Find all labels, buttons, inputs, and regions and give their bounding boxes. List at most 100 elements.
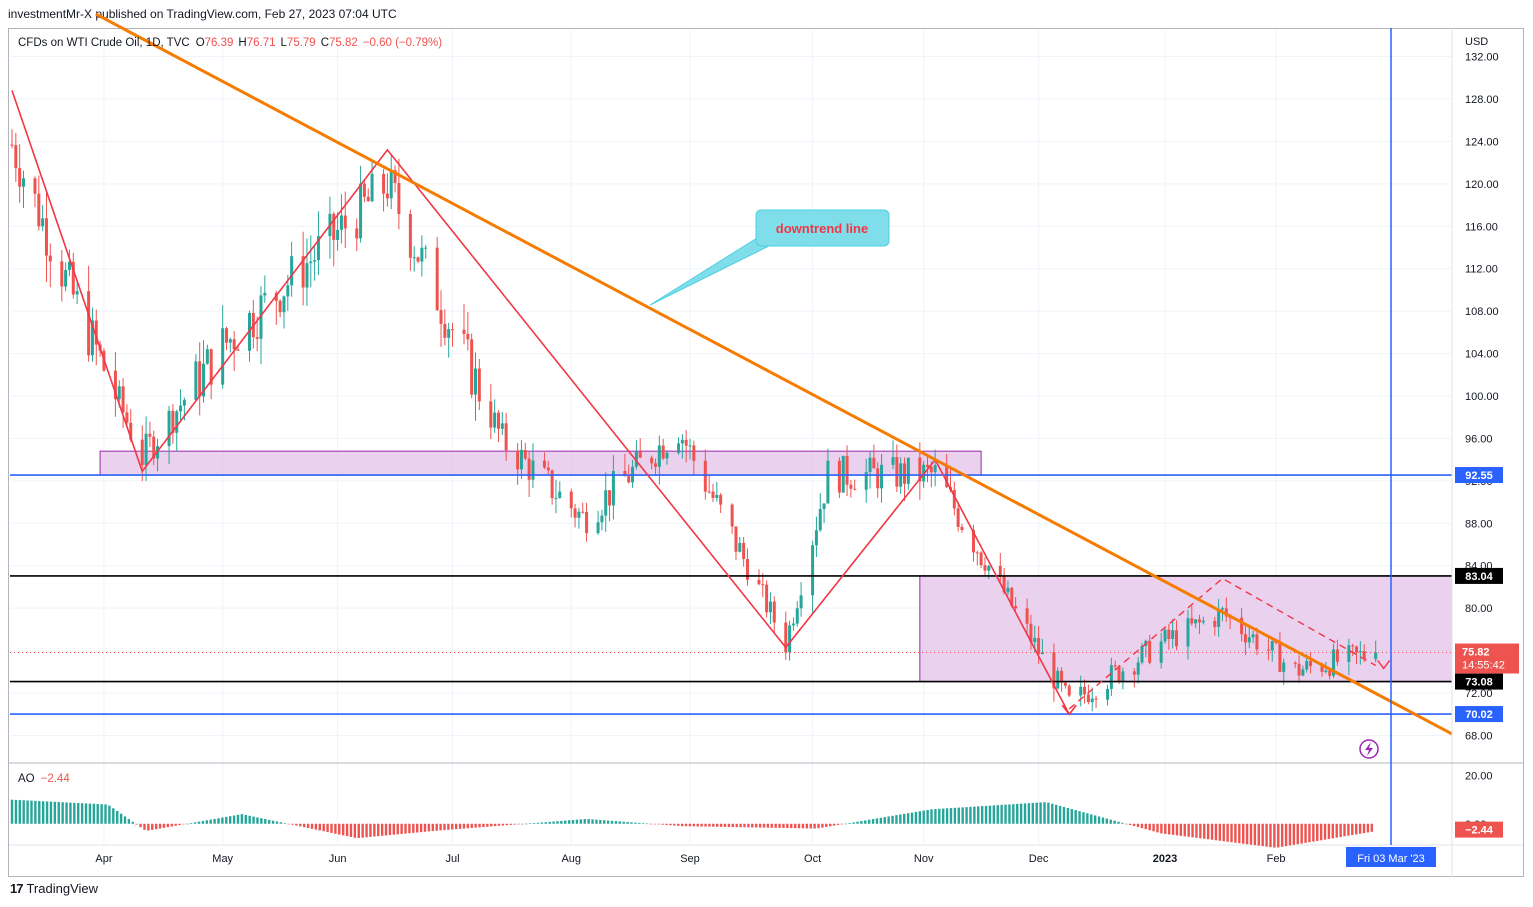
candle-body xyxy=(1083,686,1087,695)
candle-body xyxy=(692,445,696,461)
candle-body xyxy=(462,329,466,334)
candle-body xyxy=(470,339,474,395)
downtrend-line[interactable] xyxy=(95,12,1453,736)
horizontal-levels[interactable] xyxy=(10,474,1452,715)
ao-bar xyxy=(1117,821,1120,824)
candle-body xyxy=(1002,576,1006,593)
ao-bar xyxy=(1160,823,1163,834)
ao-bar xyxy=(914,811,918,824)
downtrend-callout[interactable]: downtrend line xyxy=(649,209,890,306)
chart-frame[interactable] xyxy=(8,28,1524,877)
candle-body xyxy=(1094,698,1098,700)
candle-body xyxy=(67,261,71,270)
ao-bar xyxy=(1004,804,1007,824)
candle-body xyxy=(872,457,876,469)
cursor-date-label: Fri 03 Mar '23 xyxy=(1357,853,1425,865)
ao-bar xyxy=(151,823,154,830)
candle-body xyxy=(439,310,443,324)
ao-legend[interactable]: AO −2.44 xyxy=(18,773,70,785)
ao-bar xyxy=(275,821,279,824)
ao-bar xyxy=(104,804,107,824)
support-zone-rect[interactable] xyxy=(99,450,982,476)
ao-bar xyxy=(1222,823,1225,842)
candle-body xyxy=(424,247,428,249)
ao-bar xyxy=(361,823,364,838)
candle-body xyxy=(734,526,738,552)
candle-body xyxy=(853,488,857,490)
ao-bar xyxy=(1308,823,1311,843)
candle-body xyxy=(677,443,681,453)
time-axis[interactable]: Apr May Jun Jul Aug Sep Oct Nov Dec 2023 Feb xyxy=(95,853,1285,865)
footer-brand[interactable]: 17 TradingView xyxy=(10,881,98,896)
ao-bar xyxy=(883,817,886,824)
ao-bar xyxy=(1132,823,1136,827)
projected-path[interactable] xyxy=(1068,577,1377,710)
ao-bar xyxy=(213,818,216,824)
ohlc-o-value: 76.39 xyxy=(205,37,234,49)
ao-bar xyxy=(708,823,711,827)
symbol-legend[interactable]: CFDs on WTI Crude Oil, 1D, TVC O76.39 H76.… xyxy=(18,37,442,49)
candle-body xyxy=(765,584,769,613)
ao-bar xyxy=(240,814,244,824)
price-label-70-box xyxy=(1455,706,1503,723)
candle-body xyxy=(1090,698,1094,703)
candle-body xyxy=(393,170,397,184)
ao-bar xyxy=(567,820,571,824)
candle-body xyxy=(412,257,416,259)
ao-bar xyxy=(431,823,434,832)
ao-bar xyxy=(158,823,162,829)
ao-bar xyxy=(965,807,968,824)
ao-bar xyxy=(544,822,547,824)
candle-body xyxy=(1052,652,1056,689)
ao-bar xyxy=(1144,823,1148,830)
candle-body xyxy=(918,457,922,482)
ao-bar xyxy=(910,812,914,824)
ao-bar xyxy=(1323,823,1327,840)
ao-bar xyxy=(984,805,988,824)
ao-bar xyxy=(953,807,957,824)
ao-bar xyxy=(509,823,512,825)
ao-bar xyxy=(606,820,610,824)
candle-body xyxy=(581,511,585,513)
candle-body xyxy=(837,460,841,493)
ao-bar xyxy=(236,814,240,824)
ao-bar xyxy=(540,822,544,824)
cursor-date-box xyxy=(1346,847,1436,867)
ao-bar xyxy=(306,823,310,829)
candle-body xyxy=(1014,605,1018,609)
ao-bar xyxy=(303,823,306,828)
candle-body xyxy=(1217,609,1221,627)
candle-body xyxy=(1240,617,1244,635)
candle-body xyxy=(232,339,236,350)
candle-body xyxy=(370,173,374,202)
ao-bar xyxy=(977,806,980,824)
ao-bar xyxy=(1047,802,1050,824)
ao-bar xyxy=(474,823,477,828)
ao-bar xyxy=(369,823,372,837)
ao-bar xyxy=(435,823,438,831)
candle-body xyxy=(362,183,366,197)
candle-body xyxy=(1332,649,1336,676)
lightning-icon[interactable] xyxy=(1359,739,1379,759)
ao-bar xyxy=(252,816,255,824)
candle-body xyxy=(1132,671,1136,675)
ao-bar xyxy=(513,823,516,825)
ao-bar xyxy=(1113,820,1116,824)
ao-bar xyxy=(271,820,275,824)
y-tick-label: 128.00 xyxy=(1465,94,1499,106)
ao-bar xyxy=(443,823,446,831)
zigzag-path[interactable] xyxy=(11,90,1070,715)
x-tick-label: May xyxy=(212,853,233,865)
drawings[interactable] xyxy=(11,12,1453,736)
ao-bar xyxy=(630,822,633,824)
ao-bar xyxy=(887,816,890,824)
candle-body xyxy=(1201,620,1205,623)
ao-bar xyxy=(599,819,602,824)
ao-bar xyxy=(1199,823,1202,839)
ao-bar xyxy=(295,823,298,826)
candle-body xyxy=(684,439,688,446)
candle-body xyxy=(707,491,711,493)
ao-bar xyxy=(727,823,731,827)
ao-bar xyxy=(891,815,894,824)
